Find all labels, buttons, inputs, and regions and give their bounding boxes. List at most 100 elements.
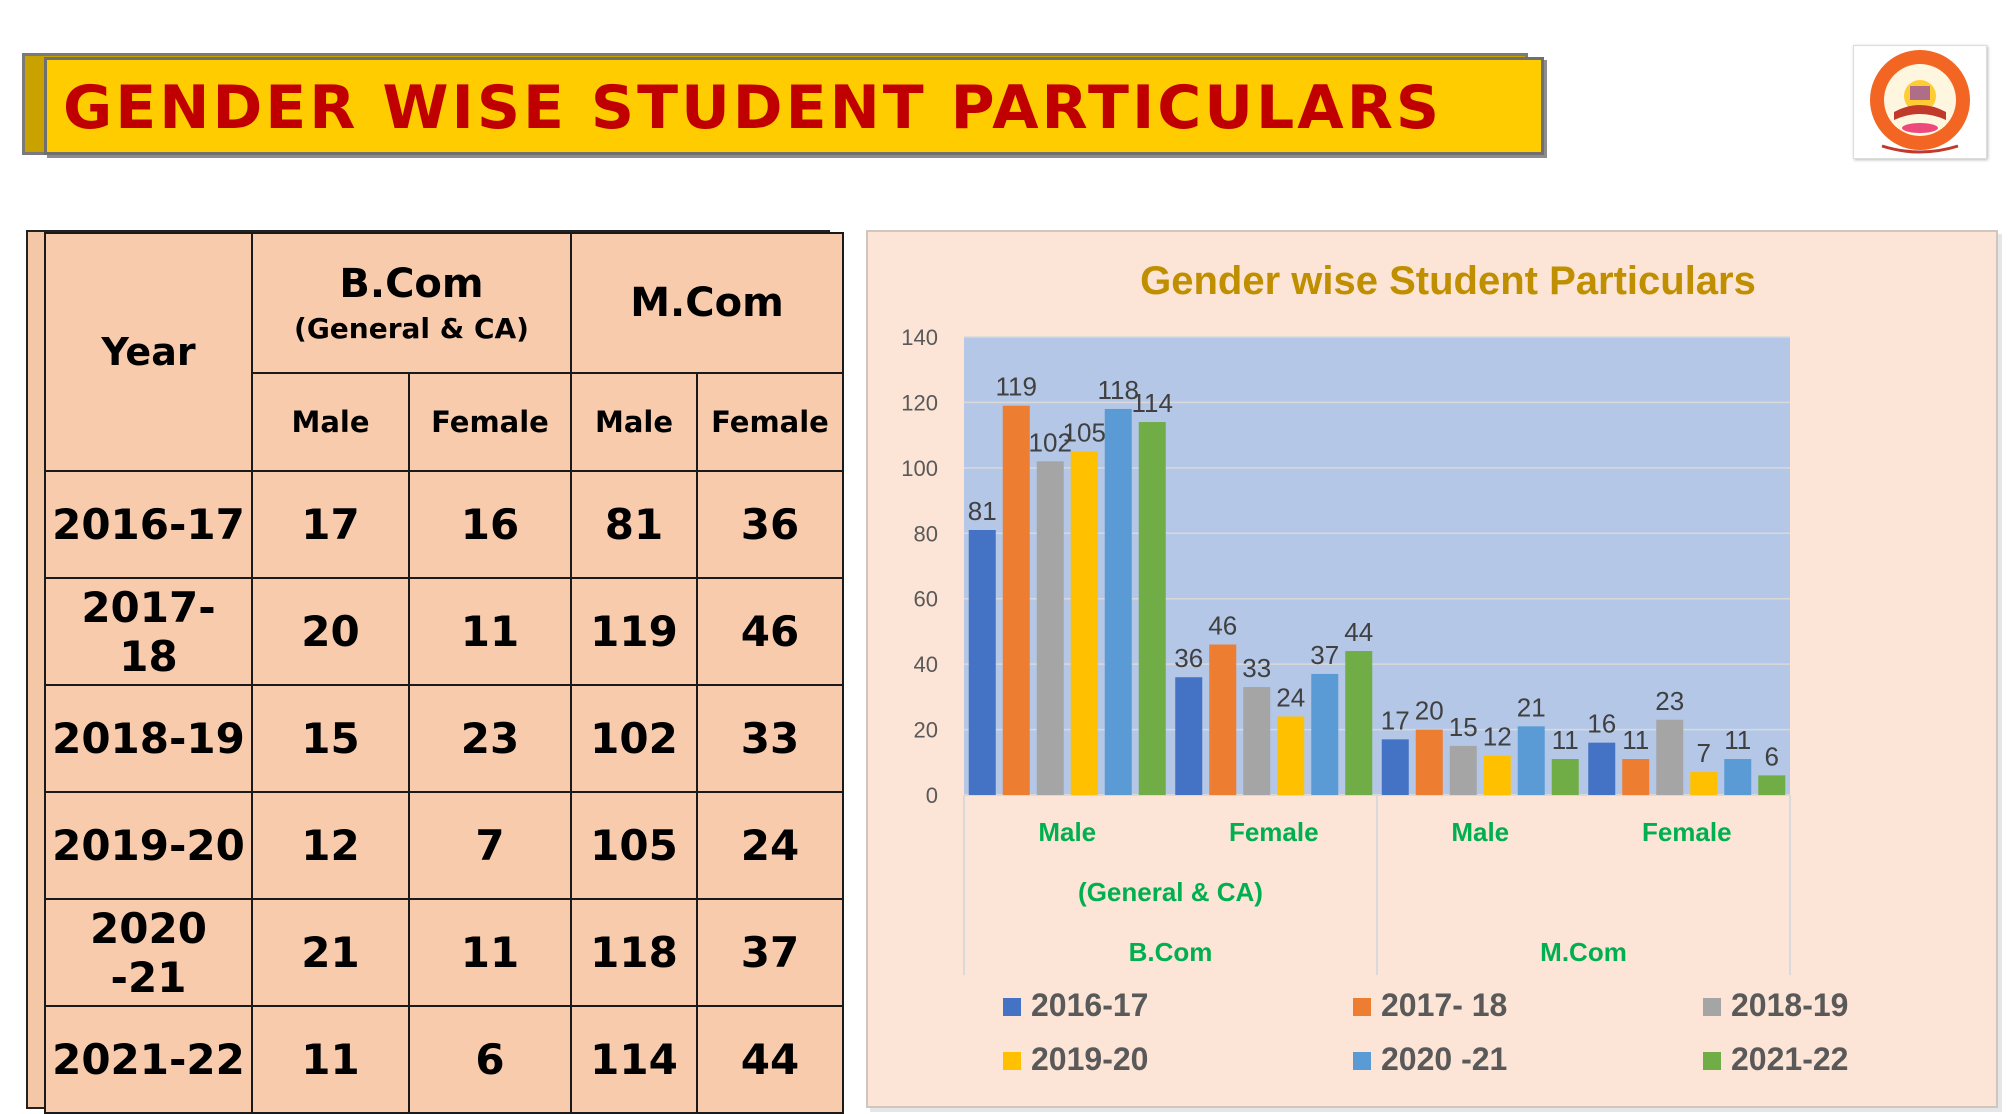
mcom-male-cell: 81 [570, 470, 698, 579]
year-cell: 2016-17 [44, 470, 253, 579]
y-tick-label: 100 [901, 456, 938, 481]
year-header: Year [44, 232, 253, 472]
legend-swatch [1703, 1052, 1721, 1070]
data-label: 21 [1517, 692, 1546, 722]
data-label: 11 [1552, 725, 1579, 755]
category-label: Male [1451, 817, 1509, 847]
y-tick-label: 120 [901, 390, 938, 415]
bar [1175, 677, 1203, 795]
legend-label: 2020 -21 [1381, 1041, 1507, 1077]
bcom-female-cell: 16 [408, 470, 572, 579]
data-label: 37 [1310, 640, 1339, 670]
data-label: 36 [1174, 643, 1203, 673]
table-row: 2021-22 11 6 114 44 [44, 1005, 844, 1114]
data-label: 114 [1132, 388, 1173, 418]
bcom-male-cell: 11 [251, 1005, 410, 1114]
mcom-female-cell: 36 [696, 470, 844, 579]
group-label: B.Com [1129, 937, 1213, 967]
mcom-male-cell: 105 [570, 791, 698, 900]
mcom-female-cell: 33 [696, 684, 844, 793]
student-table: Year B.Com (General & CA) M.Com Male Fem… [44, 232, 844, 1114]
legend-swatch [1003, 998, 1021, 1016]
data-label: 20 [1415, 696, 1444, 726]
year-cell: 2017- 18 [44, 577, 253, 686]
legend-swatch [1353, 1052, 1371, 1070]
legend-label: 2016-17 [1031, 987, 1148, 1023]
page-title: GENDER WISE STUDENT PARTICULARS [63, 73, 1443, 143]
year-cell: 2018-19 [44, 684, 253, 793]
legend-label: 2021-22 [1731, 1041, 1848, 1077]
college-seal-icon [1870, 50, 1970, 154]
chart-panel: Gender wise Student Particulars 0 20 40 60 80… [866, 230, 1998, 1108]
data-label: 33 [1242, 653, 1271, 683]
category-label: Female [1642, 817, 1732, 847]
year-cell: 2021-22 [44, 1005, 253, 1114]
data-label: 6 [1765, 741, 1779, 771]
year-cell: 2019-20 [44, 791, 253, 900]
bcom-header: B.Com (General & CA) [251, 232, 572, 374]
bar [1622, 759, 1650, 795]
bar [1002, 405, 1030, 795]
data-label: 15 [1449, 712, 1478, 742]
data-label: 23 [1655, 686, 1684, 716]
bar [1277, 716, 1305, 795]
bcom-female-cell: 6 [408, 1005, 572, 1114]
plot-area [964, 337, 1790, 795]
subheader-mcom-female: Female [696, 372, 844, 472]
mcom-male-cell: 114 [570, 1005, 698, 1114]
data-label: 11 [1622, 725, 1649, 755]
bcom-female-cell: 11 [408, 577, 572, 686]
chart-title: Gender wise Student Particulars [1140, 259, 1756, 303]
bar [1483, 755, 1511, 795]
bar-chart: Gender wise Student Particulars 0 20 40 60 80… [901, 259, 1848, 1077]
data-label: 102 [1029, 427, 1072, 457]
bcom-male-cell: 20 [251, 577, 410, 686]
bar [1517, 726, 1545, 795]
bar [1311, 673, 1339, 795]
group-label: M.Com [1540, 937, 1627, 967]
bar [1551, 759, 1579, 795]
legend-swatch [1703, 998, 1721, 1016]
bcom-female-cell: 11 [408, 898, 572, 1007]
data-label: 81 [968, 496, 997, 526]
subheader-mcom-male: Male [570, 372, 698, 472]
mcom-male-cell: 119 [570, 577, 698, 686]
bcom-male-cell: 21 [251, 898, 410, 1007]
mcom-header: M.Com [570, 232, 844, 374]
bcom-male-cell: 17 [251, 470, 410, 579]
mcom-female-cell: 24 [696, 791, 844, 900]
y-tick-label: 20 [914, 718, 938, 743]
bcom-male-cell: 12 [251, 791, 410, 900]
title-banner: GENDER WISE STUDENT PARTICULARS [44, 57, 1544, 155]
table-row: 2020 -21 21 11 118 37 [44, 898, 844, 1007]
category-label: Female [1229, 817, 1319, 847]
bar [968, 530, 996, 795]
bar [1345, 651, 1373, 795]
bcom-female-cell: 7 [408, 791, 572, 900]
data-label: 24 [1276, 682, 1305, 712]
mcom-female-cell: 46 [696, 577, 844, 686]
bar [1449, 745, 1477, 795]
bar [1758, 775, 1786, 795]
data-label: 44 [1344, 617, 1373, 647]
y-tick-label: 40 [914, 652, 938, 677]
bcom-header-sub: (General & CA) [294, 311, 529, 345]
legend-label: 2018-19 [1731, 987, 1848, 1023]
data-label: 12 [1483, 722, 1512, 752]
legend-label: 2019-20 [1031, 1041, 1148, 1077]
college-logo [1853, 45, 1987, 159]
legend-swatch [1003, 1052, 1021, 1070]
bar [1690, 772, 1718, 795]
table-row: 2019-20 12 7 105 24 [44, 791, 844, 900]
bar [1724, 759, 1752, 795]
bcom-female-cell: 23 [408, 684, 572, 793]
bar [1243, 687, 1271, 795]
bar [1104, 408, 1132, 795]
table-row: 2017- 18 20 11 119 46 [44, 577, 844, 686]
table-row: 2018-19 15 23 102 33 [44, 684, 844, 793]
bar [1415, 729, 1443, 795]
bar [1036, 461, 1064, 795]
mcom-female-cell: 37 [696, 898, 844, 1007]
bar [1656, 719, 1684, 795]
data-label: 17 [1381, 705, 1410, 735]
